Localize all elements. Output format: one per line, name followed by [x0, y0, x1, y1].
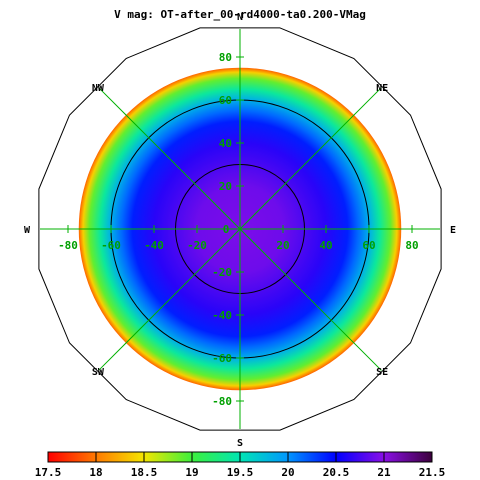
axis-tick-labels: -80 -80 -60 -60 -40 -40 -20 -20 0 20 20 40 40 60 60 80 8… — [58, 51, 419, 408]
y-axis-tick-label: 20 — [219, 180, 232, 193]
colorbar-tick-label: 21.5 — [419, 466, 446, 479]
x-axis-tick-label: 80 — [405, 239, 418, 252]
direction-label: W — [24, 225, 31, 236]
x-axis-tick-label: 40 — [319, 239, 332, 252]
y-axis-tick-label: -20 — [212, 266, 232, 279]
x-axis-tick-label: 20 — [276, 239, 289, 252]
direction-label: N — [237, 12, 243, 23]
y-axis-tick-label: 80 — [219, 51, 232, 64]
direction-label: NE — [376, 83, 388, 94]
x-axis-tick-label: 60 — [362, 239, 375, 252]
chart-title: V mag: OT-after_00-rd4000-ta0.200-VMag — [114, 8, 366, 21]
azimuth-spokes — [40, 29, 440, 429]
direction-label: S — [237, 438, 243, 449]
direction-label: E — [450, 225, 456, 236]
y-axis-tick-label: 60 — [219, 94, 232, 107]
axis-tick-label: 0 — [223, 223, 230, 236]
y-axis-tick-label: -40 — [212, 309, 232, 322]
colorbar-tick-label: 19 — [185, 466, 198, 479]
y-axis-tick-label: 40 — [219, 137, 232, 150]
direction-labels: N NE E SE S SW W NW — [24, 12, 456, 449]
x-axis-tick-label: -20 — [187, 239, 207, 252]
y-axis-tick-label: -80 — [212, 395, 232, 408]
y-axis-tick-label: -60 — [212, 352, 232, 365]
colorbar-tick-label: 18.5 — [131, 466, 158, 479]
horizon-outline — [38, 27, 442, 431]
colorbar-tick-label: 20 — [281, 466, 294, 479]
direction-label: NW — [92, 83, 105, 94]
colorbar-tick-label: 21 — [377, 466, 391, 479]
x-axis-tick-label: -80 — [58, 239, 78, 252]
colorbar: 17.5 18 18.5 19 19.5 20 20.5 21 21.5 — [35, 451, 446, 479]
colorbar-ticks: 17.5 18 18.5 19 19.5 20 20.5 21 21.5 — [35, 452, 446, 479]
x-axis-tick-label: -40 — [144, 239, 164, 252]
colorbar-tick-label: 20.5 — [323, 466, 350, 479]
direction-label: SE — [376, 367, 388, 378]
colorbar-tick-label: 17.5 — [35, 466, 62, 479]
horizon-polygon — [38, 27, 442, 431]
colorbar-tick-label: 19.5 — [227, 466, 254, 479]
colorbar-tick-label: 18 — [89, 466, 102, 479]
direction-label: SW — [92, 367, 105, 378]
x-axis-tick-label: -60 — [101, 239, 121, 252]
